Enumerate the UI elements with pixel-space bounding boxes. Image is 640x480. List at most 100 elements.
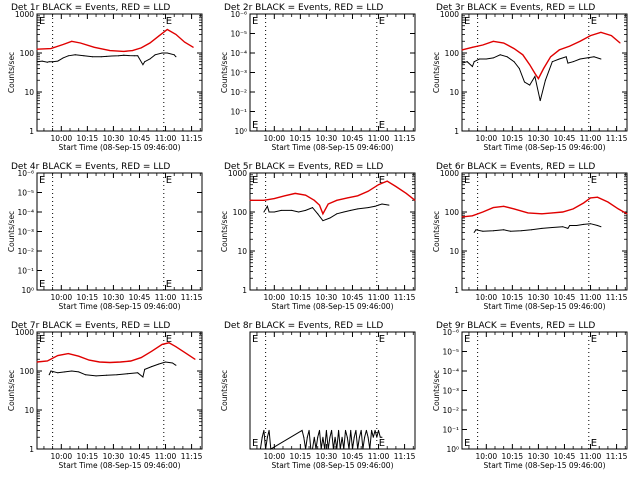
lld-data-point <box>527 212 529 214</box>
lld-data-point <box>471 46 473 48</box>
marker-e-label: E <box>39 175 45 186</box>
lld-data-point <box>119 361 121 363</box>
events-data-point <box>57 60 59 62</box>
events-data-point <box>499 54 501 56</box>
lld-data-point <box>461 49 463 51</box>
marker-e-label: E <box>464 438 470 449</box>
events-data-point <box>478 58 480 60</box>
lld-data-point <box>185 353 187 355</box>
events-data-point <box>551 61 553 63</box>
events-data-point <box>158 363 160 365</box>
lld-data-point <box>619 42 621 44</box>
events-data-point <box>83 55 85 57</box>
events-data-point <box>161 52 163 54</box>
events-data-point <box>357 208 359 210</box>
events-data-point <box>173 54 175 56</box>
marker-e-label: E <box>252 16 258 27</box>
marker-e-label: E <box>591 334 597 345</box>
lld-data-point <box>617 208 619 210</box>
x-axis-label: Start Time (08-Sep-15 09:46:00) <box>59 461 181 470</box>
x-tick-label: 10:30 <box>103 293 125 302</box>
panel-title: Det 4r BLACK = Events, RED = LLD <box>11 162 170 172</box>
events-data-point <box>529 84 531 86</box>
lld-data-point <box>62 44 64 46</box>
lld-data-point <box>109 50 111 52</box>
events-data-point <box>325 429 327 431</box>
y-tick-label: 100 <box>445 49 460 58</box>
x-tick-label: 10:15 <box>290 293 312 302</box>
marker-e-label: E <box>252 120 258 131</box>
marker-e-label: E <box>591 438 597 449</box>
lld-data-point <box>513 208 515 210</box>
events-data-point <box>263 429 265 431</box>
events-data-point <box>376 436 378 438</box>
y-tick-label: 10 <box>449 88 459 97</box>
events-data-point <box>128 55 130 57</box>
events-data-point <box>378 429 380 431</box>
lld-data-point <box>273 198 275 200</box>
events-data-point <box>600 58 602 60</box>
marker-e-label: E <box>379 120 385 131</box>
events-data-point <box>388 204 390 206</box>
events-data-point <box>475 229 477 231</box>
x-tick-label: 10:15 <box>77 134 99 143</box>
lld-data-point <box>36 361 38 363</box>
events-data-point <box>118 55 120 57</box>
events-data-point <box>313 436 315 438</box>
y-tick-label: 1 <box>29 445 34 454</box>
events-data-point <box>378 204 380 206</box>
x-tick-label: 10:45 <box>554 134 576 143</box>
x-tick-label: 10:00 <box>51 293 73 302</box>
events-data-point <box>357 448 359 450</box>
x-tick-label: 11:15 <box>181 293 203 302</box>
lld-data-point <box>123 50 125 52</box>
x-tick-label: 10:45 <box>342 452 364 461</box>
x-tick-label: 11:00 <box>580 293 602 302</box>
x-tick-label: 10:15 <box>502 452 524 461</box>
events-data-point <box>371 429 373 431</box>
events-data-point <box>343 448 345 450</box>
lld-data-point <box>550 56 552 58</box>
events-data-point <box>364 436 366 438</box>
events-data-point <box>567 62 569 64</box>
events-data-point <box>142 376 144 378</box>
x-tick-label: 11:00 <box>155 134 177 143</box>
marker-e-label: E <box>379 175 385 186</box>
lld-data-point <box>166 29 168 31</box>
lld-data-point <box>305 194 307 196</box>
events-data-point <box>336 448 338 450</box>
y-tick-label: 1000 <box>228 169 247 178</box>
events-data-point <box>565 56 567 58</box>
lld-data-point <box>492 40 494 42</box>
y-tick-label: 1000 <box>15 328 34 337</box>
events-data-point <box>583 223 585 225</box>
lld-data-point <box>263 199 265 201</box>
x-tick-label: 10:00 <box>476 452 498 461</box>
lld-data-point <box>503 205 505 207</box>
events-data-point <box>562 226 564 228</box>
y-axis-label: Counts/sec <box>220 211 229 252</box>
x-tick-label: 10:45 <box>129 452 151 461</box>
x-tick-label: 11:15 <box>394 293 416 302</box>
lld-data-point <box>562 211 564 213</box>
events-data-point <box>372 436 374 438</box>
events-data-point <box>367 207 369 209</box>
y-tick-label: 10⁻⁶ <box>442 328 459 337</box>
panel-det-4r: Det 4r BLACK = Events, RED = LLD E E E E 10⁻⁶… <box>7 162 203 311</box>
y-tick-label: 10⁻⁴ <box>17 208 34 217</box>
events-data-point <box>305 448 307 450</box>
events-data-point <box>67 55 69 57</box>
lld-data-point <box>194 358 196 360</box>
events-data-point <box>365 429 367 431</box>
x-tick-label: 10:00 <box>476 134 498 143</box>
lld-data-point <box>93 46 95 48</box>
marker-e-label: E <box>464 175 470 186</box>
y-tick-label: 10⁻¹ <box>17 267 34 276</box>
events-data-point <box>144 368 146 370</box>
y-tick-label: 100 <box>445 208 460 217</box>
events-data-point <box>503 229 505 231</box>
x-tick-label: 11:15 <box>181 452 203 461</box>
events-data-point <box>100 56 102 58</box>
